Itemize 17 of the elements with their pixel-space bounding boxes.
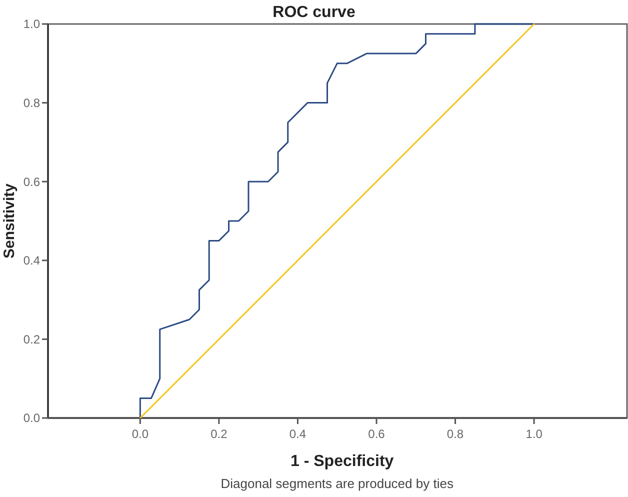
x-axis-title: 1 - Specificity [290,453,394,470]
x-tick-label: 0.0 [132,427,149,441]
line-series [139,23,535,419]
x-tick-label: 0.6 [368,427,386,441]
y-axis-title: Sensitivity [1,182,18,259]
text: Diagonal segments are produced by ties [220,476,454,491]
chart-title: ROC curve [272,4,356,21]
y-tick-label: 1.0 [23,17,40,32]
x-tick-label: 0.8 [446,427,464,441]
x-tick-label: 0.2 [210,427,228,441]
y-tick-label: 0.4 [23,254,40,268]
y-tick-label: 0.0 [23,411,40,426]
y-tick-label: 0.8 [23,96,40,110]
y-tick-label: 0.2 [23,332,40,346]
x-tick-label: 1.0 [526,427,543,441]
x-tick-label: 0.4 [289,427,306,441]
y-tick-label: 0.6 [23,174,40,189]
